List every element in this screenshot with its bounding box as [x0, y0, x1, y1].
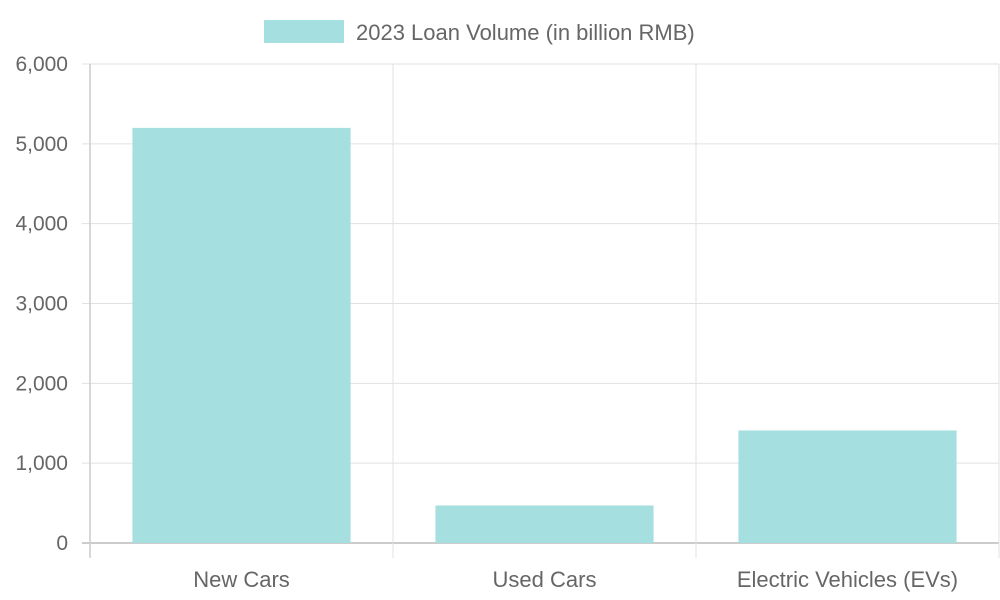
y-tick-label: 3,000 [15, 293, 68, 316]
y-tick-label: 6,000 [15, 53, 68, 76]
bar [738, 430, 957, 543]
bar [435, 505, 654, 543]
y-tick-label: 2,000 [15, 372, 68, 395]
y-tick-label: 4,000 [15, 213, 68, 236]
bars [132, 127, 957, 543]
legend-label[interactable]: 2023 Loan Volume (in billion RMB) [356, 20, 695, 45]
axes: 0 1,000 2,000 3,000 4,000 5,000 6,000 New Cars U… [15, 53, 958, 592]
y-tick-label: 5,000 [15, 133, 68, 156]
x-tick-label: Used Cars [493, 567, 597, 592]
y-tick-label: 1,000 [15, 452, 68, 475]
bar [132, 127, 351, 543]
legend[interactable]: 2023 Loan Volume (in billion RMB) [264, 20, 695, 45]
y-tick-label: 0 [56, 532, 68, 555]
legend-swatch[interactable] [264, 20, 344, 43]
x-tick-label: New Cars [193, 567, 290, 592]
x-tick-label: Electric Vehicles (EVs) [737, 567, 958, 592]
